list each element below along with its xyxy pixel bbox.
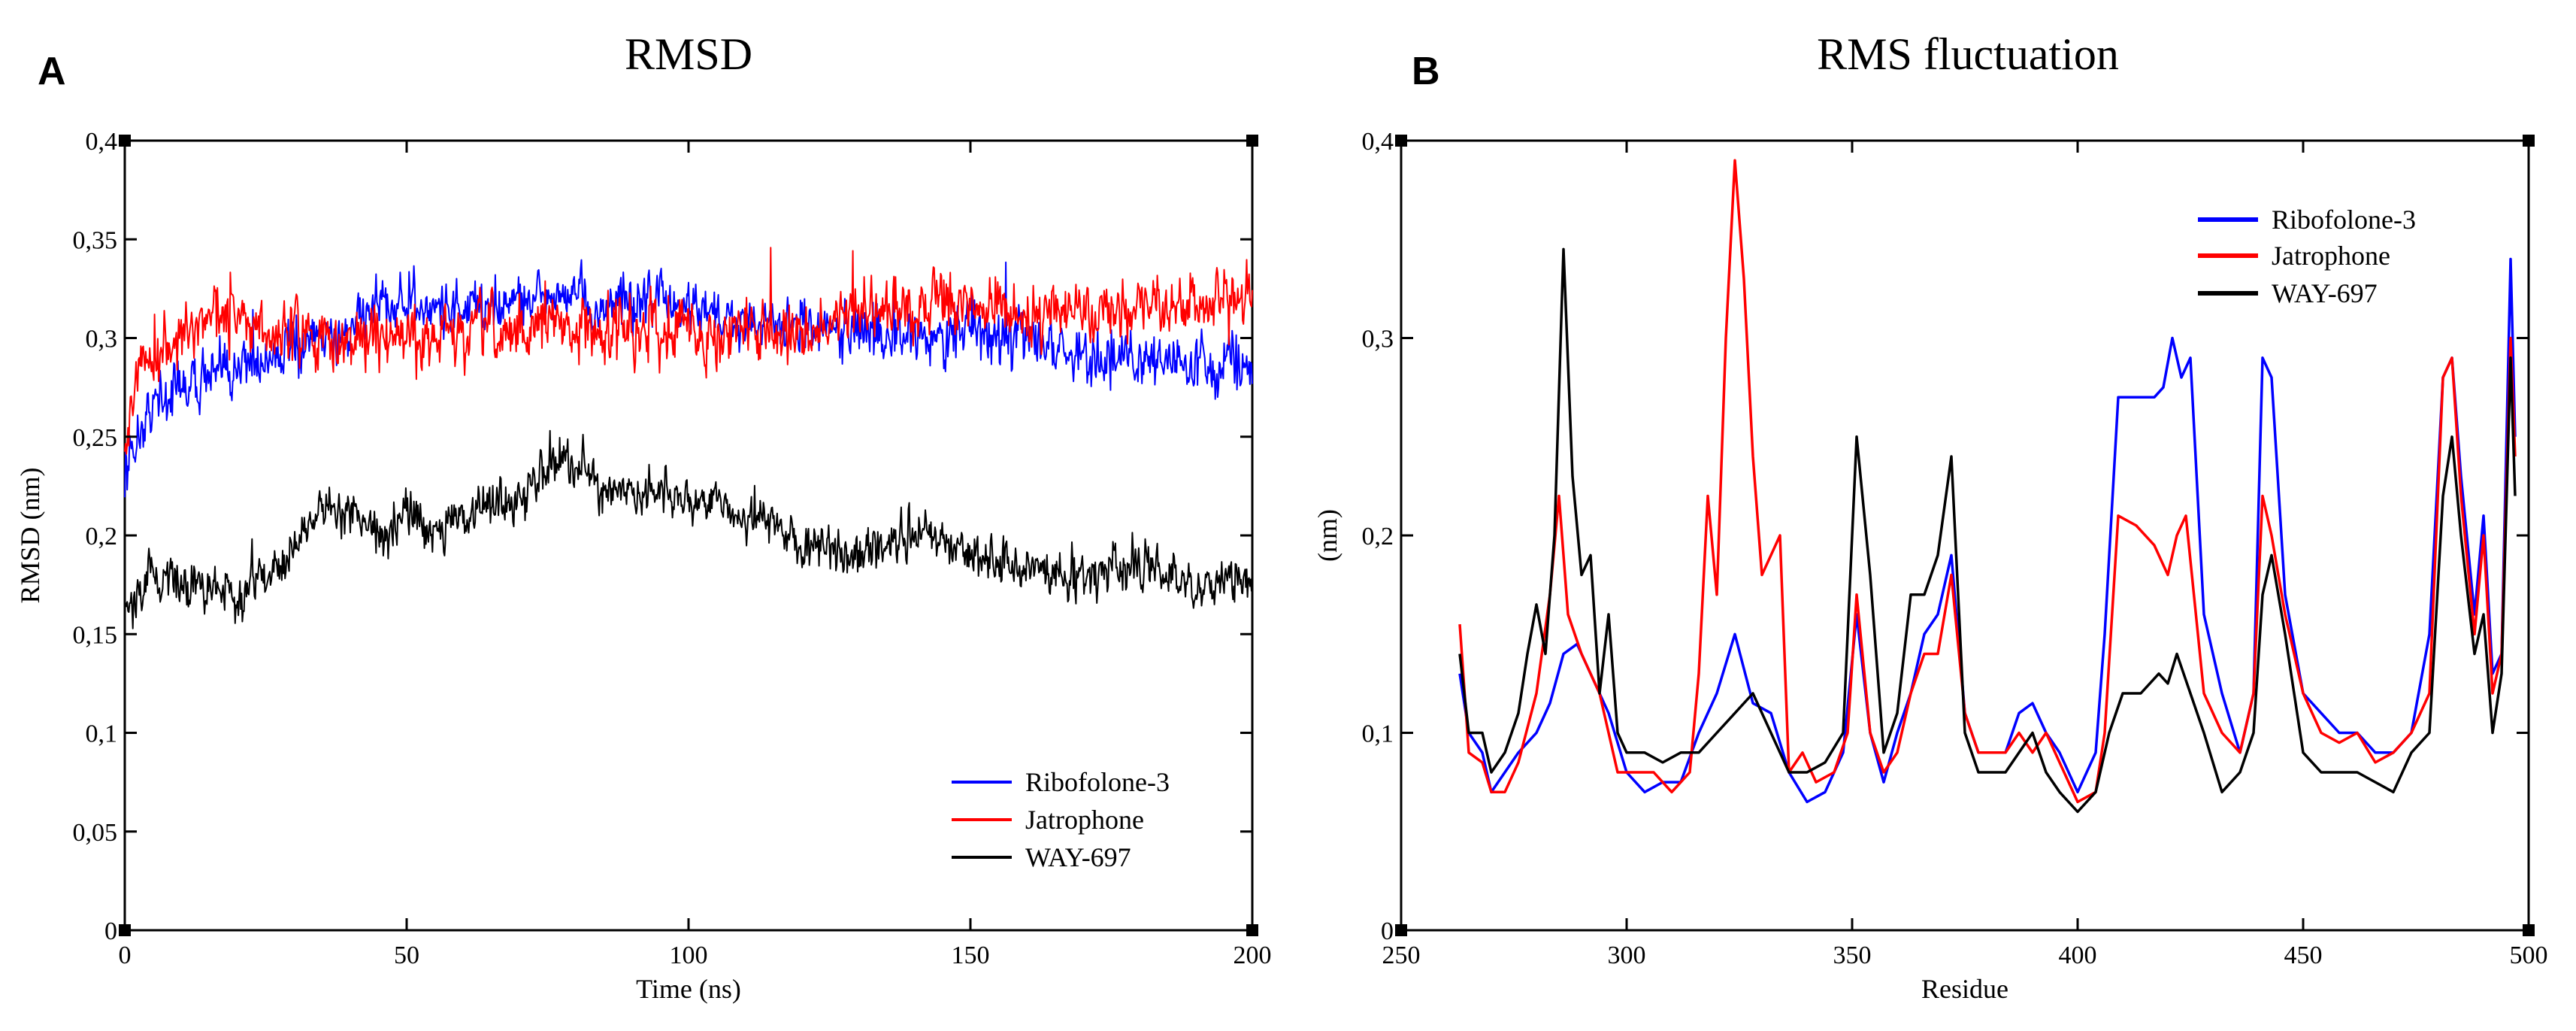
panel-b-ylabel: (nm) [1312, 509, 1342, 562]
y-tick-label: 0,35 [73, 226, 118, 254]
corner-marker [1395, 135, 1407, 147]
x-tick-label: 250 [1382, 942, 1421, 969]
series-line-jatrophone [124, 247, 1253, 455]
panel-b-legend: Ribofolone-3 Jatrophone WAY-697 [2198, 205, 2416, 308]
legend-label-jatrophone: Jatrophone [1025, 805, 1144, 835]
panel-b: B RMS fluctuation 250 300 350 400 450 500 0 0,1… [1312, 29, 2548, 1004]
y-tick-label: 0,4 [1362, 128, 1394, 156]
x-tick-label: 100 [670, 942, 708, 969]
panel-b-plot-frame [1400, 139, 2530, 932]
panel-b-xlabel: Residue [1921, 974, 2008, 1004]
legend-label-ribofolone-3: Ribofolone-3 [1025, 767, 1170, 797]
x-tick-label: 0 [119, 942, 132, 969]
series-line-ribofolone-3 [124, 259, 1253, 498]
x-tick-label: 400 [2059, 942, 2097, 969]
x-tick-label: 200 [1234, 942, 1272, 969]
y-tick-label: 0,1 [1362, 720, 1394, 748]
corner-marker [1395, 924, 1407, 936]
panel-b-plot: 250 300 350 400 450 500 0 0,1 0,2 0,3 0,4 [1362, 128, 2548, 969]
panel-a: A RMSD 0 50 100 150 200 0 0,05 0,1 0,15 0,2 0,25 0,… [15, 29, 1272, 1004]
panel-a-legend: Ribofolone-3 Jatrophone WAY-697 [952, 767, 1170, 872]
legend-label-jatrophone: Jatrophone [2272, 241, 2390, 271]
panel-a-title: RMSD [625, 29, 752, 79]
panel-a-ticks: 0 50 100 150 200 0 0,05 0,1 0,15 0,2 0,25 0,3 0,35 0,… [73, 128, 1272, 969]
x-tick-label: 300 [1608, 942, 1646, 969]
panel-a-plot: 0 50 100 150 200 0 0,05 0,1 0,15 0,2 0,25 0,3 0,35 0,… [73, 128, 1272, 969]
legend-label-way-697: WAY-697 [1025, 842, 1131, 872]
corner-marker [119, 135, 131, 147]
y-tick-label: 0,15 [73, 621, 118, 649]
panel-b-title: RMS fluctuation [1817, 29, 2119, 79]
legend-label-way-697: WAY-697 [2272, 278, 2378, 308]
y-tick-label: 0 [104, 917, 117, 945]
panel-a-ylabel: RMSD (nm) [15, 467, 45, 603]
y-tick-label: 0,05 [73, 819, 118, 847]
x-tick-label: 500 [2510, 942, 2548, 969]
legend-label-ribofolone-3: Ribofolone-3 [2272, 205, 2416, 235]
x-tick-label: 150 [952, 942, 990, 969]
y-tick-label: 0,1 [86, 720, 118, 748]
series-line-way-697 [1458, 247, 2517, 814]
x-tick-label: 50 [394, 942, 419, 969]
panel-a-plot-frame [123, 139, 1254, 932]
corner-marker [2523, 924, 2535, 936]
corner-marker [119, 924, 131, 936]
panel-a-series [124, 247, 1253, 629]
y-tick-label: 0,25 [73, 424, 118, 452]
y-tick-label: 0,4 [86, 128, 118, 156]
corner-marker [1246, 924, 1258, 936]
panel-b-letter: B [1412, 50, 1440, 93]
y-tick-label: 0 [1381, 917, 1394, 945]
panel-b-ticks: 250 300 350 400 450 500 0 0,1 0,2 0,3 0,4 [1362, 128, 2548, 969]
y-tick-label: 0,2 [86, 523, 118, 550]
x-tick-label: 350 [1833, 942, 1872, 969]
y-tick-label: 0,3 [1362, 326, 1394, 353]
series-line-ribofolone-3 [1458, 257, 2517, 804]
x-tick-label: 450 [2284, 942, 2323, 969]
corner-marker [2523, 135, 2535, 147]
y-tick-label: 0,2 [1362, 523, 1394, 550]
panel-b-series [1458, 159, 2517, 814]
panel-a-xlabel: Time (ns) [636, 974, 741, 1004]
corner-marker [1246, 135, 1258, 147]
series-line-way-697 [124, 429, 1253, 629]
y-tick-label: 0,3 [86, 326, 118, 353]
panel-a-letter: A [38, 50, 66, 93]
